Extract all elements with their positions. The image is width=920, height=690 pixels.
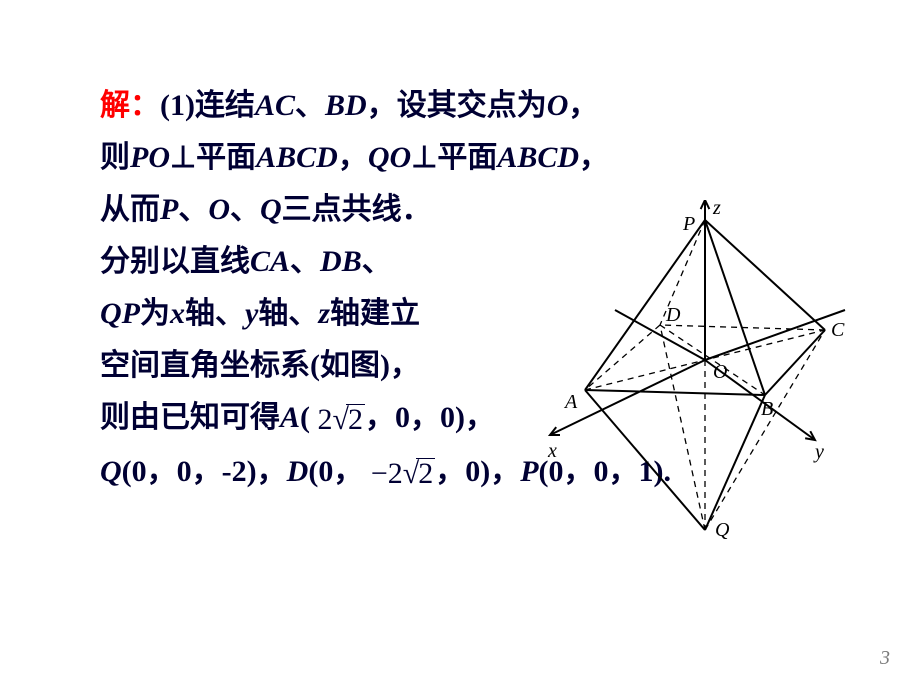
l7c: ( [300,401,310,434]
l7a: 则由已知可得 [100,401,280,434]
l7b: A [280,401,300,434]
l1e: ，设其交点为 [367,89,547,122]
l2e: ， [338,141,368,174]
l8g: P [520,455,538,488]
solve-label: 解： [100,89,160,122]
l2h: ABCD [497,141,579,174]
l8a: Q [100,455,122,488]
l2c: ⊥平面 [170,141,256,174]
l3b: P [160,193,178,226]
l7e: ，0，0)， [365,401,495,434]
svg-text:x: x [547,440,557,462]
line-1: 解：(1)连结AC、BD，设其交点为O， [100,80,860,132]
l2d: ABCD [256,141,338,174]
svg-text:y: y [813,441,824,463]
svg-text:B: B [761,398,773,420]
l8f: ，0)， [435,455,520,488]
l6a: 空间直角坐标系(如图)， [100,349,420,382]
svg-text:O: O [713,361,727,383]
l4a: 分别以直线 [100,245,250,278]
l5h: 轴建立 [330,297,420,330]
radicand-a: 2 [346,404,365,435]
svg-text:z: z [712,200,721,219]
l8d: (0， [308,455,363,488]
l8c: D [287,455,309,488]
l4d: DB [320,245,362,278]
l1c: 、 [295,89,325,122]
sqrt-2root2-a: 2√2 [318,394,365,446]
l5g: z [318,297,330,330]
l2g: ⊥平面 [411,141,497,174]
l8b: (0，0，-2)， [122,455,287,488]
svg-text:P: P [682,213,695,235]
coef-b: −2 [371,457,403,490]
line-2: 则PO⊥平面ABCD，QO⊥平面ABCD， [100,132,860,184]
l1a: (1)连结 [160,89,255,122]
svg-text:D: D [665,304,681,326]
l2a: 则 [100,141,130,174]
radicand-b: 2 [416,458,435,489]
l3f: Q [260,193,282,226]
l5c: x [170,297,185,330]
l5f: 轴、 [258,297,318,330]
l1f: O [547,89,569,122]
l4c: 、 [290,245,320,278]
slide: 解：(1)连结AC、BD，设其交点为O， 则PO⊥平面ABCD，QO⊥平面ABC… [0,0,920,690]
l1b: AC [255,89,295,122]
svg-text:A: A [563,391,578,413]
l4b: CA [250,245,290,278]
sqrt-neg2root2: −2√2 [371,448,435,500]
l3a: 从而 [100,193,160,226]
l3g: 三点共线． [282,193,432,226]
l5d: 轴、 [185,297,245,330]
l5e: y [245,297,258,330]
svg-text:Q: Q [715,519,730,541]
l1g: ， [568,89,598,122]
l1d: BD [325,89,367,122]
l5a: QP [100,297,140,330]
l3e: 、 [230,193,260,226]
l3c: 、 [178,193,208,226]
l2f: QO [368,141,411,174]
geometry-diagram: Pz D C O A Bx y Q [540,200,870,560]
l5b: 为 [140,297,170,330]
svg-text:C: C [831,319,845,341]
page-number: 3 [880,647,890,670]
l3d: O [208,193,230,226]
l2b: PO [130,141,170,174]
l2i: ， [579,141,609,174]
diagram-svg: Pz D C O A Bx y Q [540,200,870,560]
coef-a: 2 [318,403,333,436]
l4e: 、 [362,245,392,278]
